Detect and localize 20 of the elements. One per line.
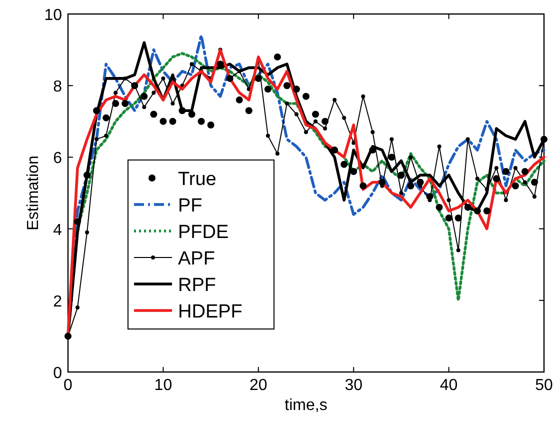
legend-label: APF (178, 248, 215, 270)
y-tick-label: 2 (53, 293, 62, 310)
legend-label: True (178, 169, 216, 190)
y-tick-label: 6 (53, 150, 62, 168)
x-tick-label: 40 (440, 377, 458, 394)
x-tick-label: 20 (250, 377, 268, 394)
y-tick-label: 8 (53, 78, 62, 96)
y-axis-title: Estimation (25, 156, 42, 230)
legend-label: PFDE (178, 222, 229, 243)
y-tick-label: 10 (44, 7, 62, 24)
x-tick-label: 30 (344, 377, 363, 394)
x-axis-title: time,s (284, 397, 328, 414)
legend-label: HDEPF (178, 302, 242, 322)
x-tick-label: 10 (154, 377, 172, 394)
y-tick-label: 0 (53, 365, 62, 382)
x-tick-label: 0 (64, 377, 73, 394)
legend-label: RPF (178, 275, 216, 296)
y-tick-label: 4 (53, 222, 62, 239)
x-tick-label: 50 (535, 377, 553, 394)
legend-label: PF (178, 196, 202, 216)
